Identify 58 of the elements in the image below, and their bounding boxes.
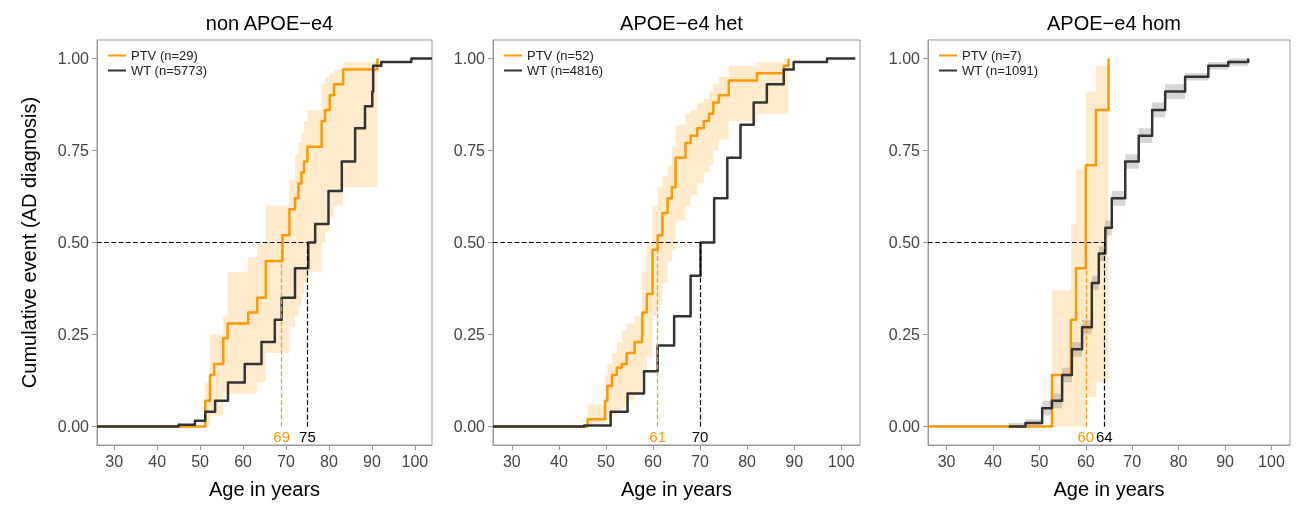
chart-title: non APOE−e4 (205, 12, 334, 34)
x-tick-label: 70 (277, 452, 295, 470)
legend-label: WT (n=4816) (527, 63, 603, 78)
x-tick-label: 100 (401, 452, 429, 470)
legend-label: PTV (n=29) (131, 48, 198, 63)
x-tick-label: 60 (644, 452, 662, 470)
y-tick-label: 0.50 (453, 234, 486, 251)
y-tick-label: 1.00 (57, 49, 90, 67)
legend-label: WT (n=5773) (131, 63, 207, 78)
x-tick-label: 50 (597, 452, 615, 470)
y-tick-label: 0.25 (888, 326, 921, 344)
y-tick-label: 0.75 (888, 141, 921, 159)
y-tick-label: 0.75 (57, 141, 90, 159)
x-tick-label: 80 (1169, 452, 1188, 470)
y-tick-label: 1.00 (888, 49, 921, 67)
x-tick-label: 50 (191, 452, 210, 470)
y-axis-title: Cumulative event (AD diagnosis) (18, 96, 40, 389)
legend-label: PTV (n=7) (962, 48, 1022, 63)
x-tick-label: 70 (1123, 452, 1142, 470)
legend-label: WT (n=1091) (962, 63, 1038, 78)
ref-line-label: 69 (273, 427, 291, 445)
chart-title: APOE−e4 het (620, 12, 744, 34)
y-tick-label: 0.25 (57, 326, 90, 344)
x-tick-label: 30 (937, 452, 956, 470)
x-tick-label: 40 (549, 452, 568, 470)
x-tick-label: 30 (502, 452, 521, 470)
x-tick-label: 50 (1030, 452, 1049, 470)
ref-line-label: 60 (1077, 427, 1095, 445)
chart-title: APOE−e4 hom (1047, 12, 1181, 34)
x-tick-label: 90 (362, 452, 381, 470)
ref-line-label: 64 (1096, 427, 1113, 445)
y-tick-label: 0.25 (453, 326, 486, 344)
x-axis-title: Age in years (620, 478, 733, 500)
x-axis-title: Age in years (208, 478, 321, 500)
y-tick-label: 0.50 (888, 234, 921, 251)
x-tick-label: 30 (105, 452, 124, 470)
ref-line-label: 75 (299, 427, 316, 445)
x-tick-label: 40 (148, 452, 167, 470)
x-tick-label: 100 (827, 452, 855, 470)
x-tick-label: 90 (1216, 452, 1235, 470)
y-tick-label: 0.00 (57, 418, 90, 436)
ref-line-label: 61 (649, 427, 667, 445)
y-tick-label: 0.00 (453, 418, 486, 436)
x-tick-label: 80 (738, 452, 757, 470)
x-tick-label: 70 (691, 452, 710, 470)
x-axis-title: Age in years (1053, 478, 1165, 500)
x-tick-label: 80 (320, 452, 338, 470)
x-tick-label: 60 (1076, 452, 1095, 470)
legend-label: PTV (n=52) (527, 48, 594, 63)
x-tick-label: 60 (234, 452, 253, 470)
x-tick-label: 100 (1258, 452, 1285, 470)
y-tick-label: 0.50 (57, 234, 90, 251)
y-tick-label: 1.00 (453, 49, 486, 67)
ref-line-label: 70 (691, 427, 709, 445)
y-tick-label: 0.00 (888, 418, 921, 436)
x-tick-label: 90 (785, 452, 804, 470)
y-tick-label: 0.75 (453, 141, 486, 159)
x-tick-label: 40 (984, 452, 1002, 470)
